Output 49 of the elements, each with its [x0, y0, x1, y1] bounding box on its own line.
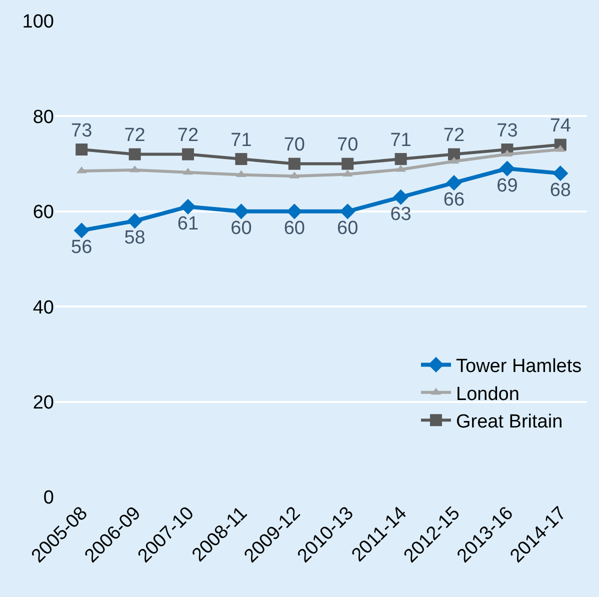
data-label: 60 [337, 218, 358, 240]
data-label: 72 [124, 125, 146, 146]
data-label: 72 [443, 125, 465, 146]
point [502, 150, 512, 157]
data-label: 72 [177, 125, 199, 146]
data-label: 69 [496, 175, 518, 196]
point [340, 204, 356, 220]
data-label: 74 [550, 116, 572, 137]
point [182, 148, 194, 160]
y-tick-label: 80 [32, 106, 54, 128]
legend-label: Great Britain [456, 412, 563, 433]
point [233, 204, 249, 220]
y-tick-label: 100 [22, 12, 54, 33]
point [394, 153, 407, 166]
data-label: 73 [71, 120, 92, 142]
data-label: 60 [230, 218, 252, 240]
point [286, 204, 302, 220]
point [127, 213, 143, 229]
legend-label: London [456, 384, 520, 405]
data-label: 66 [443, 190, 465, 211]
point [499, 160, 515, 176]
point [128, 148, 141, 160]
point [448, 148, 460, 160]
point [235, 153, 248, 166]
y-tick-label: 20 [32, 392, 54, 414]
data-label: 71 [230, 130, 252, 151]
data-label: 60 [284, 218, 305, 240]
data-label: 71 [390, 130, 412, 151]
point [180, 198, 196, 214]
y-tick-label: 60 [32, 202, 54, 224]
point [74, 222, 90, 238]
legend-label: Tower Hamlets [456, 356, 582, 378]
point [76, 144, 88, 156]
y-tick-label: 0 [43, 488, 54, 509]
data-label: 61 [177, 213, 199, 234]
y-tick-label: 40 [32, 297, 54, 318]
point [446, 175, 462, 191]
data-label: 68 [550, 180, 571, 202]
point [288, 158, 300, 170]
data-label: 70 [337, 134, 358, 156]
point [393, 189, 409, 205]
data-label: 63 [390, 204, 412, 225]
data-label: 56 [71, 237, 92, 258]
point [342, 158, 354, 170]
data-label: 70 [284, 134, 305, 156]
point [130, 165, 140, 172]
point [552, 166, 568, 182]
data-label: 73 [496, 120, 518, 142]
data-label: 58 [124, 228, 146, 249]
